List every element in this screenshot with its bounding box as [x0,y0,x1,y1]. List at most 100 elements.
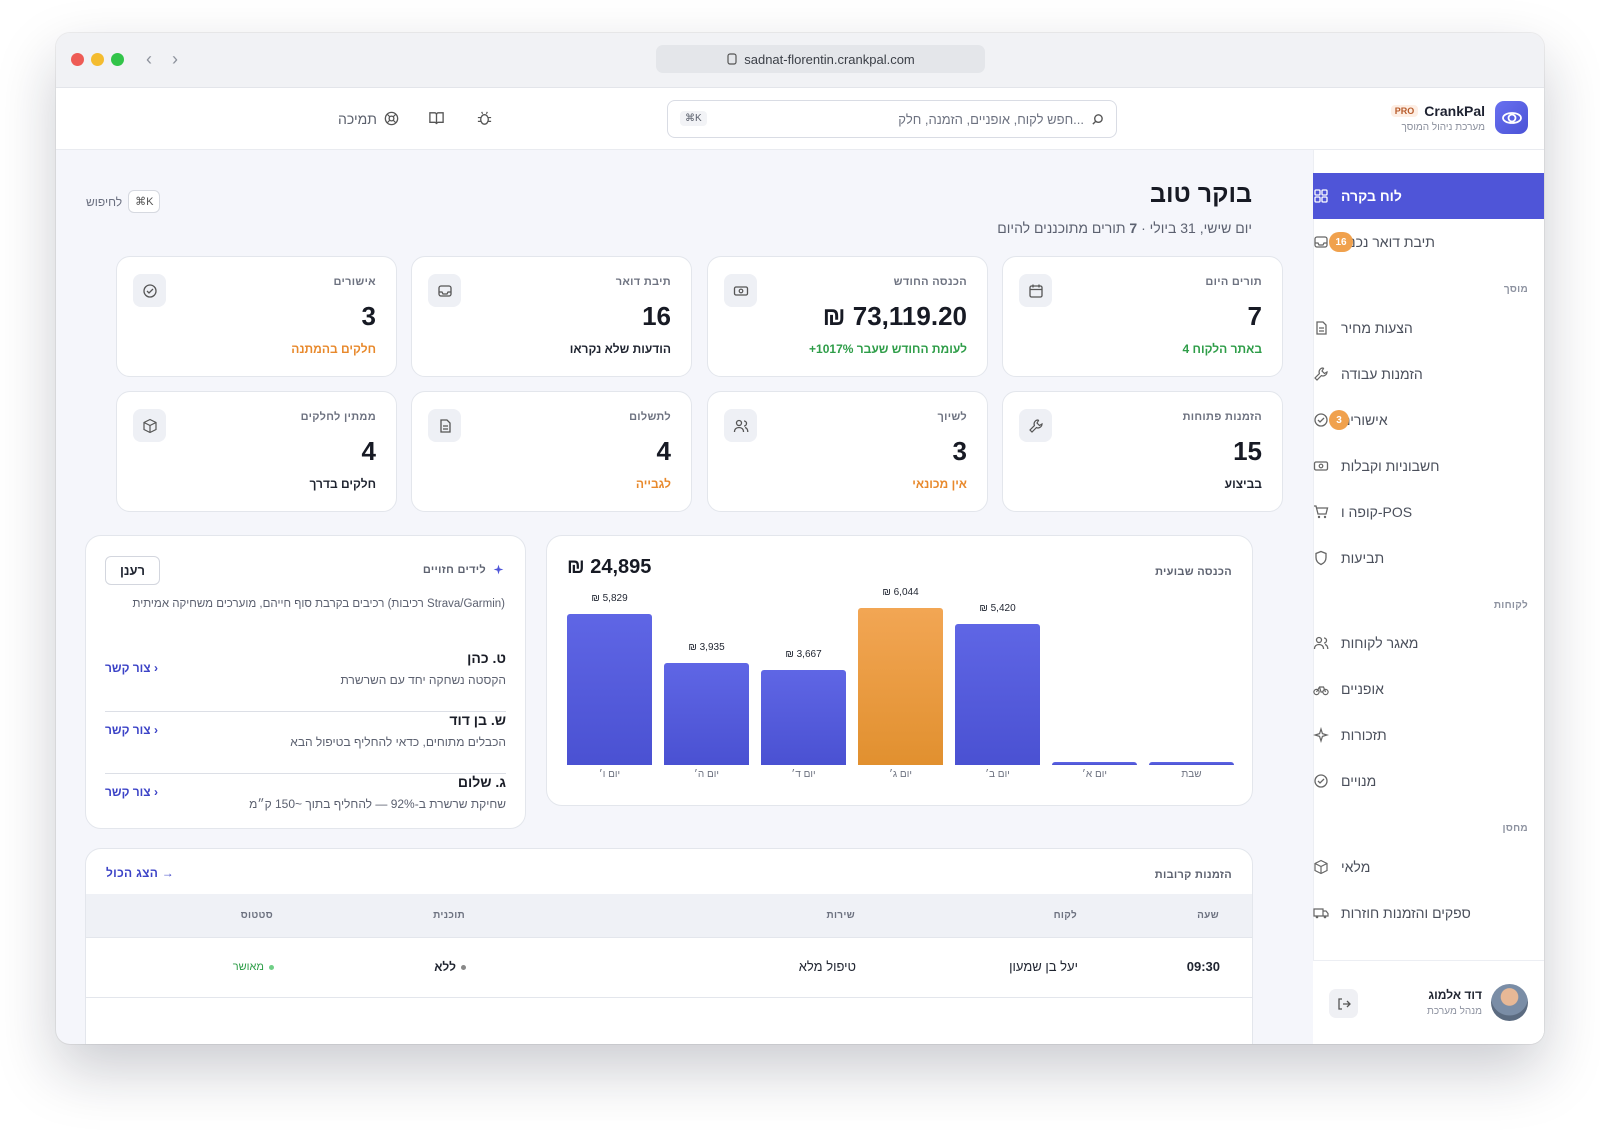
minimize-window-button[interactable] [91,53,104,66]
bar-value-label: ₪ 6,044 [882,587,919,598]
stat-card-appointments[interactable]: תורים היום 7 4 באתר הלקוח [1002,256,1283,377]
card-subtext: הודעות שלא נקראו [569,342,671,356]
card-value: 16 [642,301,671,331]
sidebar-item-claims[interactable]: תביעות [1313,535,1544,581]
stat-card-to-assign[interactable]: לשיוך 3 אין מכונאי [707,391,988,512]
address-bar[interactable]: sadnat-florentin.crankpal.com [656,45,985,73]
box-icon [133,409,166,442]
sidebar-item-inventory[interactable]: מלאי [1313,844,1544,890]
sidebar-item-label: תביעות [1341,550,1385,566]
user-profile[interactable]: דוד אלמוג מנהל מערכת [1313,960,1544,1044]
support-button[interactable]: תמיכה [338,110,400,127]
approvals-count-badge: 3 [1329,410,1349,430]
view-all-link[interactable]: הצג הכול → [106,866,175,880]
sidebar-item-label: ספקים והזמנות חוזרות [1341,905,1471,921]
column-header-time[interactable]: שעה [1197,910,1219,921]
column-header-status[interactable]: סטטוס [240,910,273,921]
card-value: 3 [952,436,967,466]
sidebar-item-inbox[interactable]: תיבת דואר נכנס 16 [1313,219,1544,265]
brand-subtitle: מערכת ניהול המוסך [1401,121,1485,133]
cash-icon [724,274,757,307]
leads-description: רכיבים בקרבת סוף חייהם, מוערכים משחיקה א… [132,598,505,610]
sidebar-item-pos[interactable]: קופה ו-POS [1313,489,1544,535]
sidebar-item-bikes[interactable]: אופניים [1313,666,1544,712]
chart-bar[interactable] [761,669,846,765]
bar-value-label: ₪ 5,829 [591,592,628,604]
table-header: שעה לקוח שירות תוכנית סטטוס [86,894,1252,938]
lead-description: שחיקת שרשרת ב-92% — להחליף בתוך ~150 ק״מ [249,797,506,811]
logo-icon [1495,101,1528,134]
plan-label: ללא [434,960,456,974]
logout-button[interactable] [1329,989,1358,1018]
search-shortcut-hint[interactable]: לחיפוש ⌘K [86,190,161,213]
refresh-button[interactable]: רענן [105,556,160,585]
card-title: הכנסה החודש [893,276,967,288]
sidebar-section-warehouse: מחסן [1502,823,1528,834]
stat-card-approvals[interactable]: אישורים 3 חלקים בהמתנה [116,256,397,377]
bug-report-button[interactable] [476,110,493,127]
contact-link[interactable]: צור קשר › [105,785,158,799]
upcoming-orders-table: הזמנות קרובות הצג הכול → שעה לקוח שירות … [85,848,1253,1044]
stat-card-open-orders[interactable]: הזמנות פתוחות 15 בביצוע [1002,391,1283,512]
pro-badge: PRO [1390,104,1419,117]
page-subtitle: יום שישי, 31 ביולי · 7 תורים מתוכננים לה… [997,220,1252,236]
predicted-leads-panel: לידים חזויים רענן רכיבים בקרבת סוף חייהם… [85,535,526,829]
card-value: 7 [1247,301,1262,331]
contact-link[interactable]: צור קשר › [105,661,158,675]
sidebar-item-suppliers[interactable]: ספקים והזמנות חוזרות [1313,890,1544,936]
sidebar-item-label: תיבת דואר נכנס [1341,234,1435,250]
sidebar-item-label: קופה ו-POS [1341,504,1413,520]
sidebar-item-work-orders[interactable]: הזמנות עבודה [1313,351,1544,397]
forward-arrow-icon[interactable]: › [172,49,178,69]
cell-plan: ללא [434,960,466,974]
card-subtext: לגבייה [635,477,671,491]
chart-bar[interactable] [567,613,652,765]
chart-bar[interactable] [1149,762,1234,765]
bar-value-label: ₪ 3,935 [688,641,725,653]
check-circle-icon [133,274,166,307]
user-role: מנהל מערכת [1427,1006,1482,1017]
close-window-button[interactable] [71,53,84,66]
sidebar-item-label: אישורים [1341,412,1388,428]
contact-link[interactable]: צור קשר › [105,723,158,737]
chart-bar[interactable] [955,624,1040,765]
lifebuoy-icon [384,111,399,126]
card-value: ₪ 73,119.20 [822,301,967,331]
sidebar-item-invoices[interactable]: חשבוניות וקבלות [1313,443,1544,489]
chart-bar[interactable] [858,608,943,765]
cell-time: 09:30 [1186,959,1220,974]
search-input[interactable]: ⌘K חפש לקוח, אופניים, הזמנה, חלק... [667,100,1117,138]
wrench-icon [1314,367,1328,381]
grid-icon [1314,189,1328,203]
sidebar-item-approvals[interactable]: אישורים 3 [1313,397,1544,443]
maximize-window-button[interactable] [111,53,124,66]
brand-name: CrankPal [1424,102,1485,119]
sidebar-item-quotes[interactable]: הצעות מחיר [1313,305,1544,351]
sidebar-section-garage: מוסך [1503,284,1528,295]
x-axis-label: יום ב׳ [985,769,1010,780]
card-value: 4 [656,436,671,466]
stat-card-inbox[interactable]: תיבת דואר 16 הודעות שלא נקראו [411,256,692,377]
sidebar-item-subscriptions[interactable]: מנויים [1313,758,1544,804]
docs-button[interactable] [428,110,445,127]
brand[interactable]: PRO CrankPal מערכת ניהול המוסך [1390,101,1528,134]
column-header-plan[interactable]: תוכנית [433,910,465,921]
table-row[interactable]: 09:30 יעל בן שמעון טיפול מלא ללא מאושר [86,938,1252,998]
chart-bar[interactable] [664,662,749,765]
back-arrow-icon[interactable]: ‹ [146,49,152,69]
plan-dot [461,964,466,970]
stat-card-revenue[interactable]: הכנסה החודש ₪ 73,119.20 +1017% לעומת החו… [707,256,988,377]
column-header-customer[interactable]: לקוח [1053,910,1077,921]
chart-bar[interactable] [1052,762,1137,765]
sidebar-item-reminders[interactable]: תזכורות [1313,712,1544,758]
stat-card-waiting-parts[interactable]: ממתין לחלקים 4 חלקים בדרך [116,391,397,512]
column-header-service[interactable]: שירות [826,910,855,921]
stat-card-to-pay[interactable]: לתשלום 4 לגבייה [411,391,692,512]
search-shortcut: ⌘K [680,111,707,126]
x-axis-label: יום א׳ [1082,769,1107,780]
sidebar-item-dashboard[interactable]: לוח בקרה [1313,173,1544,219]
check-circle-icon [1314,413,1328,427]
chart-total: ₪ 24,895 [567,556,652,578]
appointments-count: 7 [1129,220,1138,236]
sidebar-item-customer-db[interactable]: מאגר לקוחות [1313,620,1544,666]
